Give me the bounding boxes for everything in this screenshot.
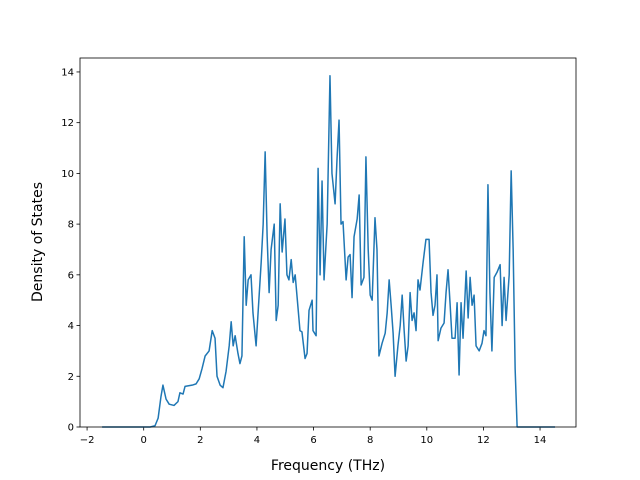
x-tick-label: −2: [80, 435, 95, 446]
y-tick-label: 14: [61, 67, 74, 78]
plot-frame: [79, 57, 577, 428]
x-tick-label: 8: [367, 435, 373, 446]
y-tick-label: 12: [61, 118, 74, 129]
x-tick-label: 2: [197, 435, 203, 446]
data-line: [102, 75, 556, 428]
x-axis-title: Frequency (THz): [271, 458, 385, 474]
x-tick-label: 0: [141, 435, 147, 446]
y-tick-label: 4: [68, 321, 74, 332]
y-tick-label: 2: [68, 372, 74, 383]
y-tick-label: 10: [61, 169, 74, 180]
y-tick-label: 8: [68, 220, 74, 231]
x-tick-label: 12: [477, 435, 490, 446]
x-tick-label: 4: [254, 435, 260, 446]
x-tick-label: 14: [534, 435, 547, 446]
y-tick-label: 0: [68, 423, 74, 434]
x-tick-label: 6: [310, 435, 316, 446]
x-tick-label: 10: [420, 435, 433, 446]
y-tick-label: 6: [68, 270, 74, 281]
y-axis-title: Density of States: [30, 182, 46, 302]
